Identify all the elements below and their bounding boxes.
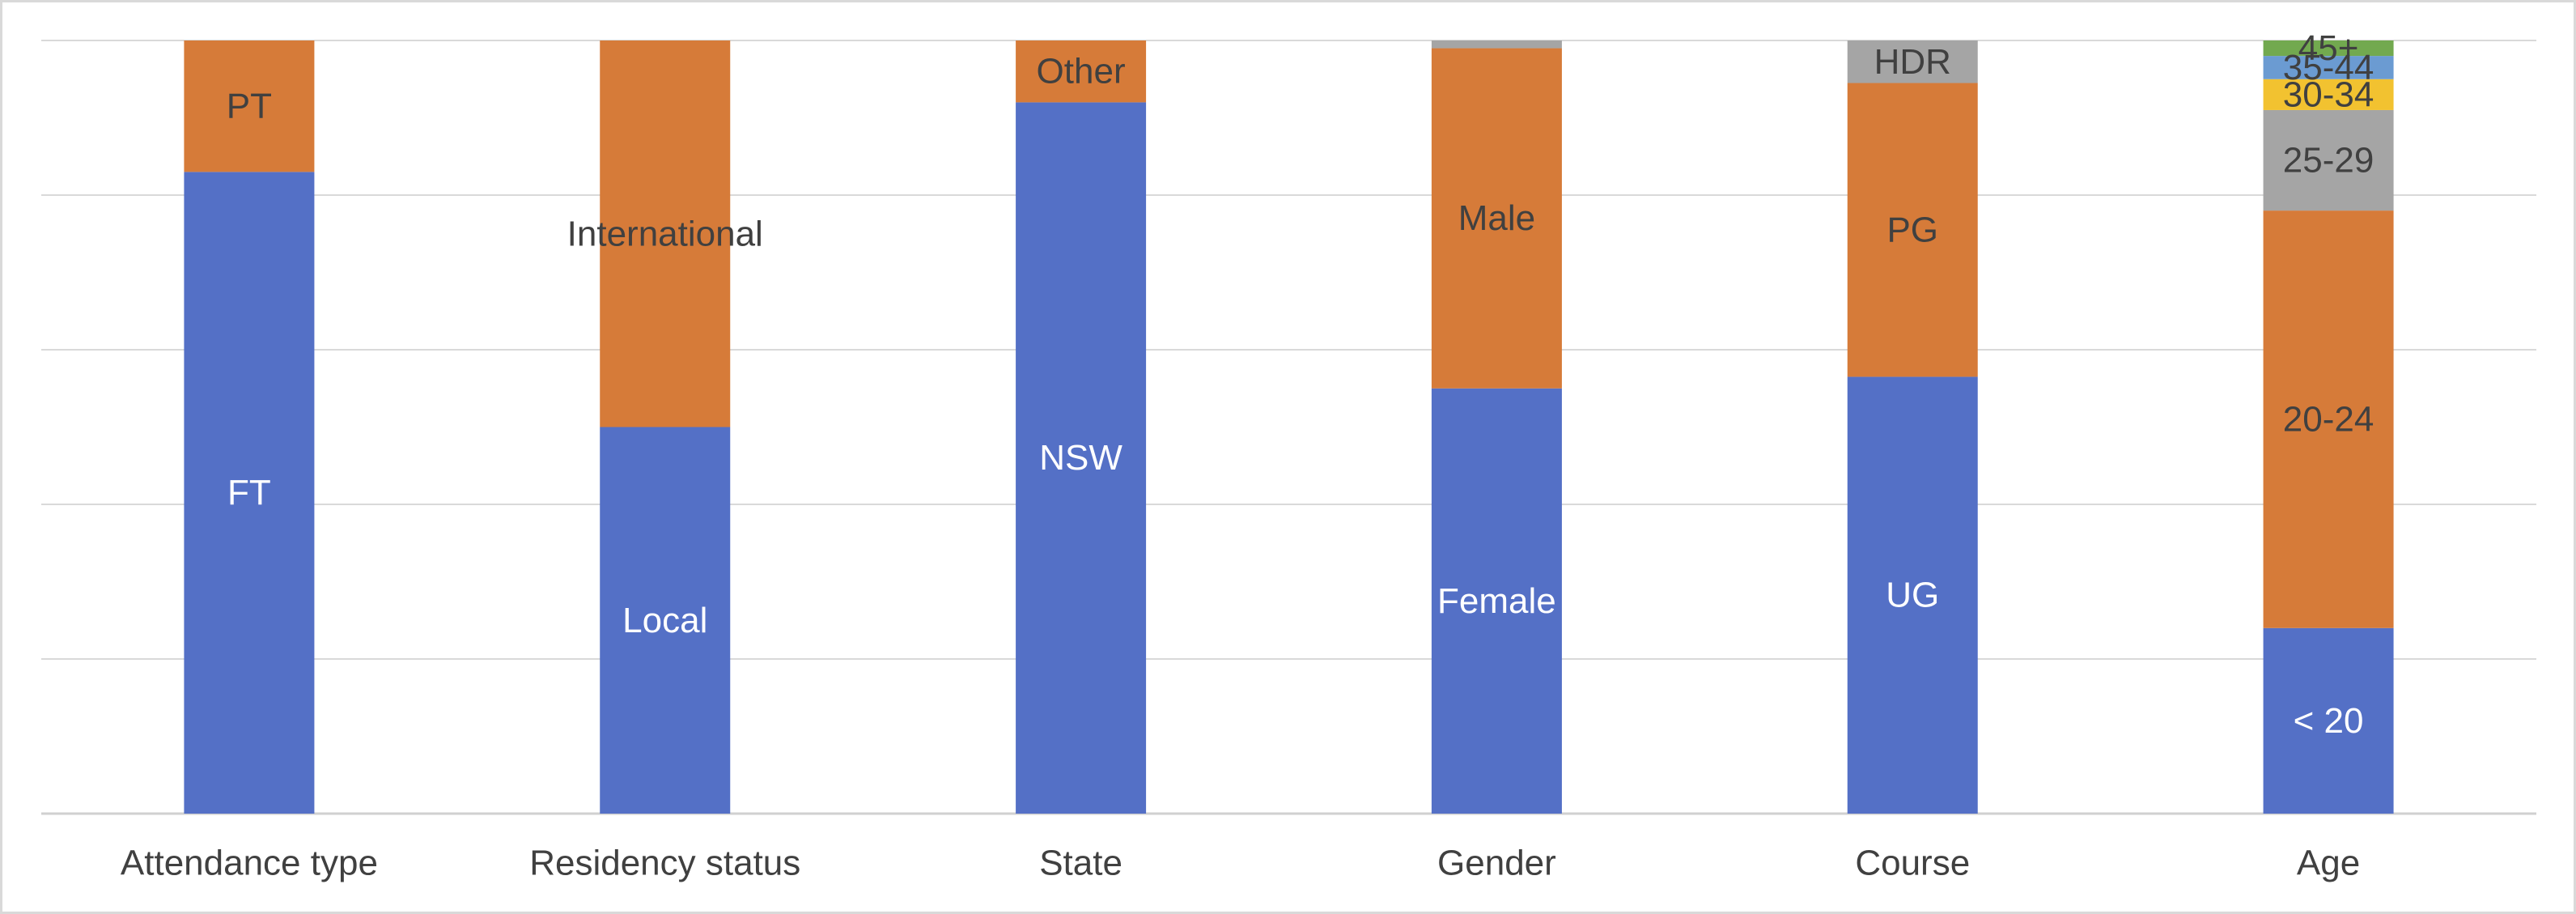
bar-segment [2263,627,2394,814]
bar-segment [1016,40,1147,103]
category-tick-label: Attendance type [121,844,378,883]
bar-segment [184,40,315,172]
bar-segment [2263,56,2394,79]
bar-segment [2263,40,2394,57]
bar-stack-state [1016,40,1147,814]
segment-data-label: 25-29 [2283,141,2374,181]
segment-data-label: Local [622,601,707,640]
segment-data-label: HDR [1874,42,1951,82]
bar-segment [600,427,731,814]
segment-data-label: FT [227,473,271,512]
bar-stack-residency-status [600,40,731,814]
category-tick-label: State [1039,844,1122,883]
bar-segment [1431,40,1562,49]
bar-segment [1431,48,1562,389]
category-tick-label: Age [2297,844,2360,883]
segment-labels: FT PT Local International NSW Other Female Male… [227,28,2374,741]
bar-stack-age [2263,40,2394,814]
category-tick-label: Residency status [529,844,800,883]
segment-data-label: Male [1458,198,1535,238]
bar-segment [1431,388,1562,814]
segment-data-label: 30-34 [2283,74,2374,114]
bar-segment [2263,109,2394,211]
segment-data-label: < 20 [2294,701,2364,741]
bar-stack-course [1847,40,1978,814]
bar-segment [2263,210,2394,628]
category-labels: Attendance type Residency status State Gend… [121,844,2360,883]
bar-segment [1847,40,1978,83]
segment-data-label: UG [1886,576,1939,615]
segment-data-label: 35-44 [2283,48,2374,87]
bar-segment [1847,376,1978,814]
segment-data-label: International [567,214,763,253]
segment-data-label: Female [1437,581,1556,621]
segment-data-label: NSW [1039,438,1122,478]
bar-stack-attendance-type [184,40,315,814]
bars [184,40,2394,814]
category-tick-label: Gender [1437,844,1556,883]
segment-data-label: PT [227,87,272,126]
segment-data-label: Other [1037,52,1126,91]
bar-segment [2263,79,2394,110]
bar-segment [1847,83,1978,377]
bar-stack-gender [1431,40,1562,814]
bar-segment [184,172,315,814]
segment-data-label: PG [1886,210,1938,249]
bar-segment [600,40,731,427]
category-tick-label: Course [1855,844,1970,883]
segment-data-label: 20-24 [2283,399,2374,439]
segment-data-label: 45+ [2298,28,2359,68]
gridlines [41,40,2536,815]
bar-segment [1016,102,1147,814]
